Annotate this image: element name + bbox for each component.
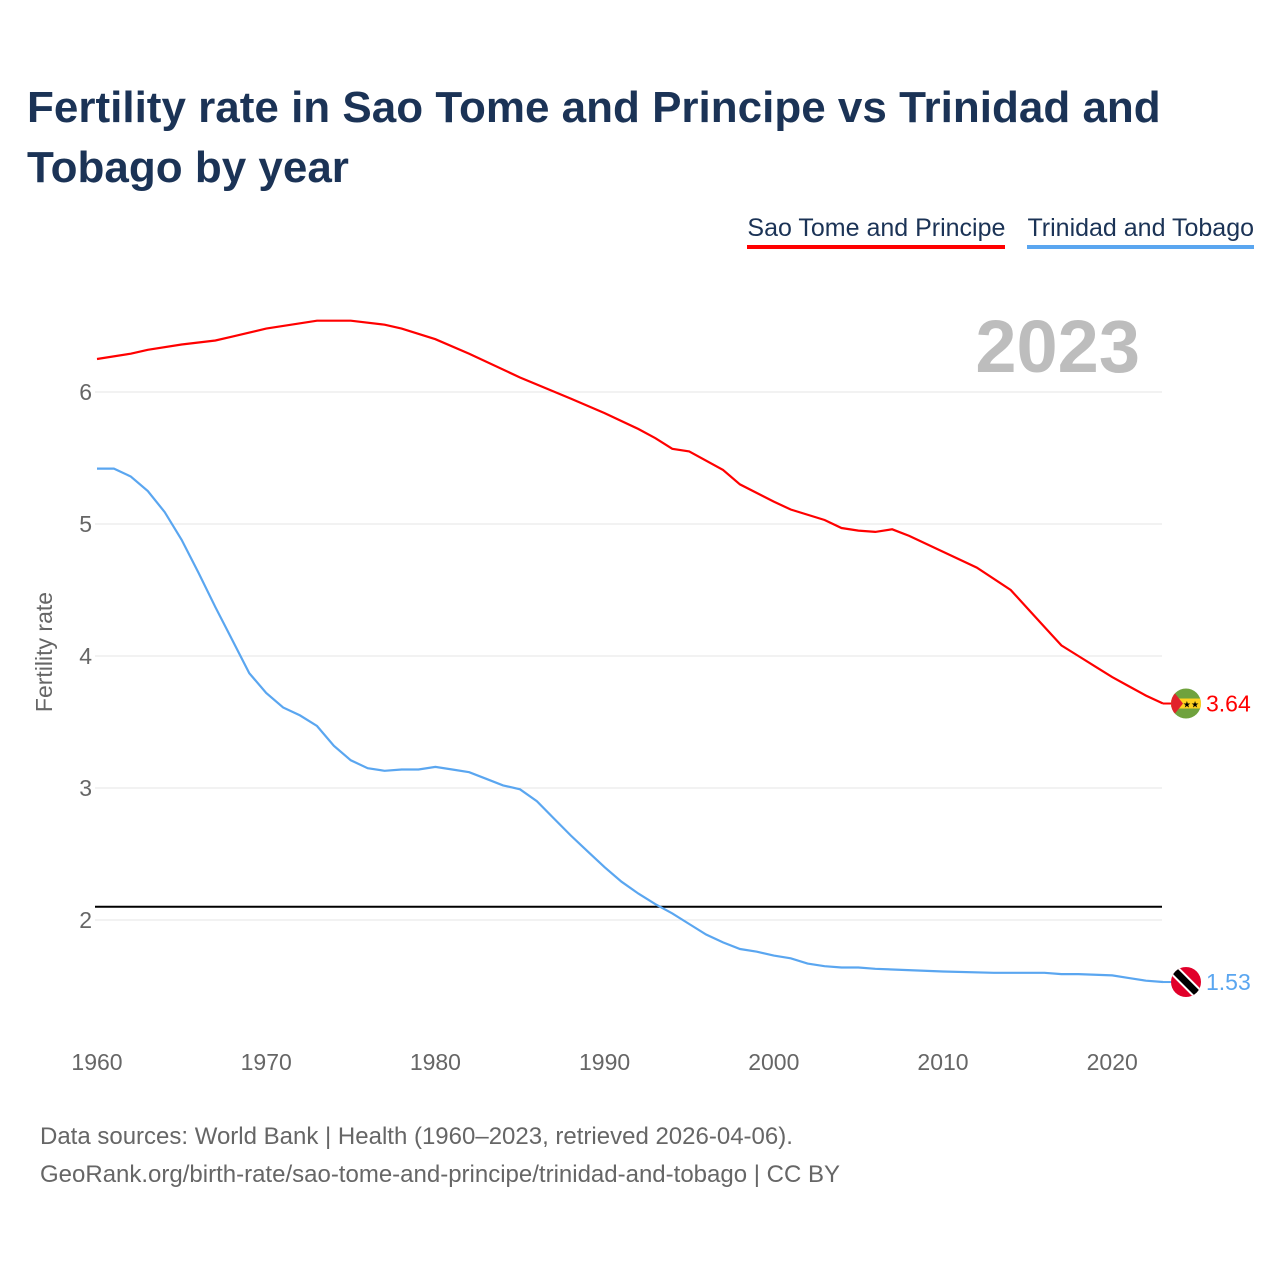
trinidad-flag-icon [1171, 967, 1201, 998]
footer-link[interactable]: GeoRank.org/birth-rate/sao-tome-and-prin… [40, 1161, 840, 1188]
x-tick-label: 1980 [410, 1049, 461, 1075]
y-axis-label: Fertility rate [31, 592, 57, 712]
series-line-trinidad [97, 467, 1164, 984]
footer-sources: Data sources: World Bank | Health (1960–… [40, 1123, 793, 1150]
legend-item-trinidad[interactable]: Trinidad and Tobago [1027, 214, 1254, 249]
x-tick-label: 1970 [241, 1049, 292, 1075]
x-tick-label: 2000 [748, 1049, 799, 1075]
x-tick-label: 2010 [917, 1049, 968, 1075]
svg-text:★★: ★★ [1183, 700, 1199, 710]
year-label: 2023 [975, 305, 1140, 388]
sao-tome-flag-icon: ★★ [1171, 688, 1201, 719]
y-tick-label: 2 [79, 907, 92, 933]
x-tick-label: 1990 [579, 1049, 630, 1075]
y-tick-label: 4 [79, 643, 92, 669]
legend: Sao Tome and Principe Trinidad and Tobag… [747, 214, 1254, 249]
chart-title: Fertility rate in Sao Tome and Principe … [27, 83, 1161, 192]
legend-item-sao-tome[interactable]: Sao Tome and Principe [747, 214, 1006, 249]
x-tick-label: 1960 [71, 1049, 122, 1075]
y-tick-label: 5 [79, 511, 92, 537]
end-value-label: 3.64 [1206, 691, 1251, 717]
x-tick-label: 2020 [1087, 1049, 1138, 1075]
y-tick-label: 3 [79, 775, 92, 801]
footer: Data sources: World Bank | Health (1960–… [40, 1118, 840, 1194]
series-line-sao-tome [96, 319, 1164, 705]
end-value-label: 1.53 [1206, 969, 1251, 995]
y-tick-label: 6 [79, 379, 92, 405]
